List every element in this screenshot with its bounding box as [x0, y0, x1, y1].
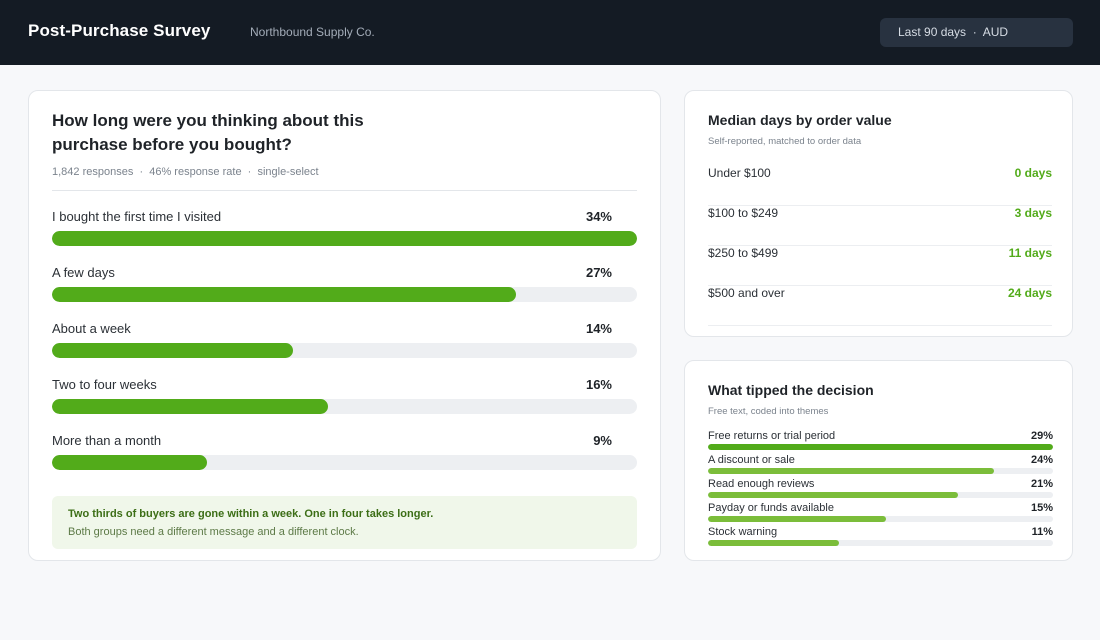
- median-row: Under $100 0 days: [708, 166, 1052, 206]
- answer-percent: 34%: [585, 209, 612, 224]
- median-label: $250 to $499: [708, 246, 779, 260]
- theme-percent: 21%: [1030, 478, 1053, 490]
- theme-bar-fill: [708, 540, 839, 546]
- median-label: $500 and over: [708, 286, 785, 300]
- answer-bar-track: [52, 343, 637, 358]
- answer-bar-fill: [52, 455, 208, 470]
- theme-label: Read enough reviews: [708, 478, 815, 490]
- median-days-card: Median days by order value Self-reported…: [684, 90, 1073, 337]
- theme-bar-track: [708, 444, 1053, 450]
- answer-label: About a week: [52, 321, 131, 336]
- theme-bar-fill: [708, 468, 994, 474]
- theme-bar-fill: [708, 516, 887, 522]
- median-row: $500 and over 24 days: [708, 286, 1052, 326]
- callout-subtitle: Both groups need a different message and…: [68, 526, 359, 538]
- median-value: 11 days: [1008, 246, 1052, 260]
- theme-label: A discount or sale: [708, 454, 795, 466]
- median-label: Under $100: [708, 166, 771, 180]
- answer-option: About a week 14%: [52, 321, 637, 377]
- answer-percent: 14%: [585, 321, 612, 336]
- answer-bar-track: [52, 399, 637, 414]
- theme-label: Stock warning: [708, 526, 778, 538]
- callout-title: Two thirds of buyers are gone within a w…: [68, 508, 434, 520]
- theme-bar-fill: [708, 492, 958, 498]
- app-title: Post-Purchase Survey: [28, 21, 211, 40]
- answer-percent: 9%: [593, 433, 612, 448]
- answer-bar-track: [52, 455, 637, 470]
- answer-bar-fill: [52, 287, 517, 302]
- answer-bar-track: [52, 231, 637, 246]
- theme-bar-track: [708, 540, 1053, 546]
- question-meta: 1,842 responses · 46% response rate · si…: [52, 166, 319, 178]
- answer-option: I bought the first time I visited 34%: [52, 209, 637, 265]
- median-row: $250 to $499 11 days: [708, 246, 1052, 286]
- theme-label: Payday or funds available: [708, 502, 834, 514]
- median-row: $100 to $249 3 days: [708, 206, 1052, 246]
- median-label: $100 to $249: [708, 206, 779, 220]
- answer-percent: 27%: [585, 265, 612, 280]
- question-title: How long were you thinking about this pu…: [52, 111, 364, 154]
- theme-percent: 24%: [1030, 454, 1053, 466]
- theme-bar-fill: [708, 444, 1053, 450]
- theme-percent: 11%: [1031, 526, 1053, 538]
- theme-bar-track: [708, 492, 1053, 498]
- card-subtitle: Free text, coded into themes: [708, 406, 829, 417]
- theme-bar-track: [708, 516, 1053, 522]
- decision-themes-card: What tipped the decision Free text, code…: [684, 360, 1073, 561]
- median-value: 3 days: [1014, 206, 1052, 220]
- date-range-selector[interactable]: Last 90 days · AUD: [880, 18, 1073, 47]
- insight-callout: Two thirds of buyers are gone within a w…: [52, 496, 637, 549]
- theme-row: Payday or funds available 15%: [708, 502, 1053, 526]
- divider: [52, 190, 637, 191]
- theme-row: Stock warning 11%: [708, 526, 1053, 550]
- answer-option: A few days 27%: [52, 265, 637, 321]
- median-value: 24 days: [1007, 286, 1052, 300]
- card-title: Median days by order value: [708, 112, 892, 128]
- theme-label: Free returns or trial period: [708, 430, 836, 442]
- card-subtitle: Self-reported, matched to order data: [708, 136, 862, 147]
- question-card: How long were you thinking about this pu…: [28, 90, 661, 561]
- median-value: 0 days: [1014, 166, 1052, 180]
- answer-bar-fill: [52, 399, 328, 414]
- theme-percent: 15%: [1030, 502, 1053, 514]
- answer-bar-fill: [52, 231, 637, 246]
- card-title: What tipped the decision: [708, 382, 874, 398]
- answer-label: I bought the first time I visited: [52, 209, 222, 224]
- top-bar: Post-Purchase Survey Northbound Supply C…: [0, 0, 1100, 65]
- answer-percent: 16%: [585, 377, 612, 392]
- answer-label: Two to four weeks: [52, 377, 157, 392]
- theme-row: Read enough reviews 21%: [708, 478, 1053, 502]
- answer-bar-fill: [52, 343, 294, 358]
- company-name: Northbound Supply Co.: [250, 25, 375, 39]
- theme-percent: 29%: [1030, 430, 1053, 442]
- theme-bar-track: [708, 468, 1053, 474]
- answer-option: Two to four weeks 16%: [52, 377, 637, 433]
- answer-bar-track: [52, 287, 637, 302]
- theme-row: Free returns or trial period 29%: [708, 430, 1053, 454]
- answer-label: A few days: [52, 265, 115, 280]
- answer-label: More than a month: [52, 433, 162, 448]
- answer-option: More than a month 9%: [52, 433, 637, 489]
- theme-row: A discount or sale 24%: [708, 454, 1053, 478]
